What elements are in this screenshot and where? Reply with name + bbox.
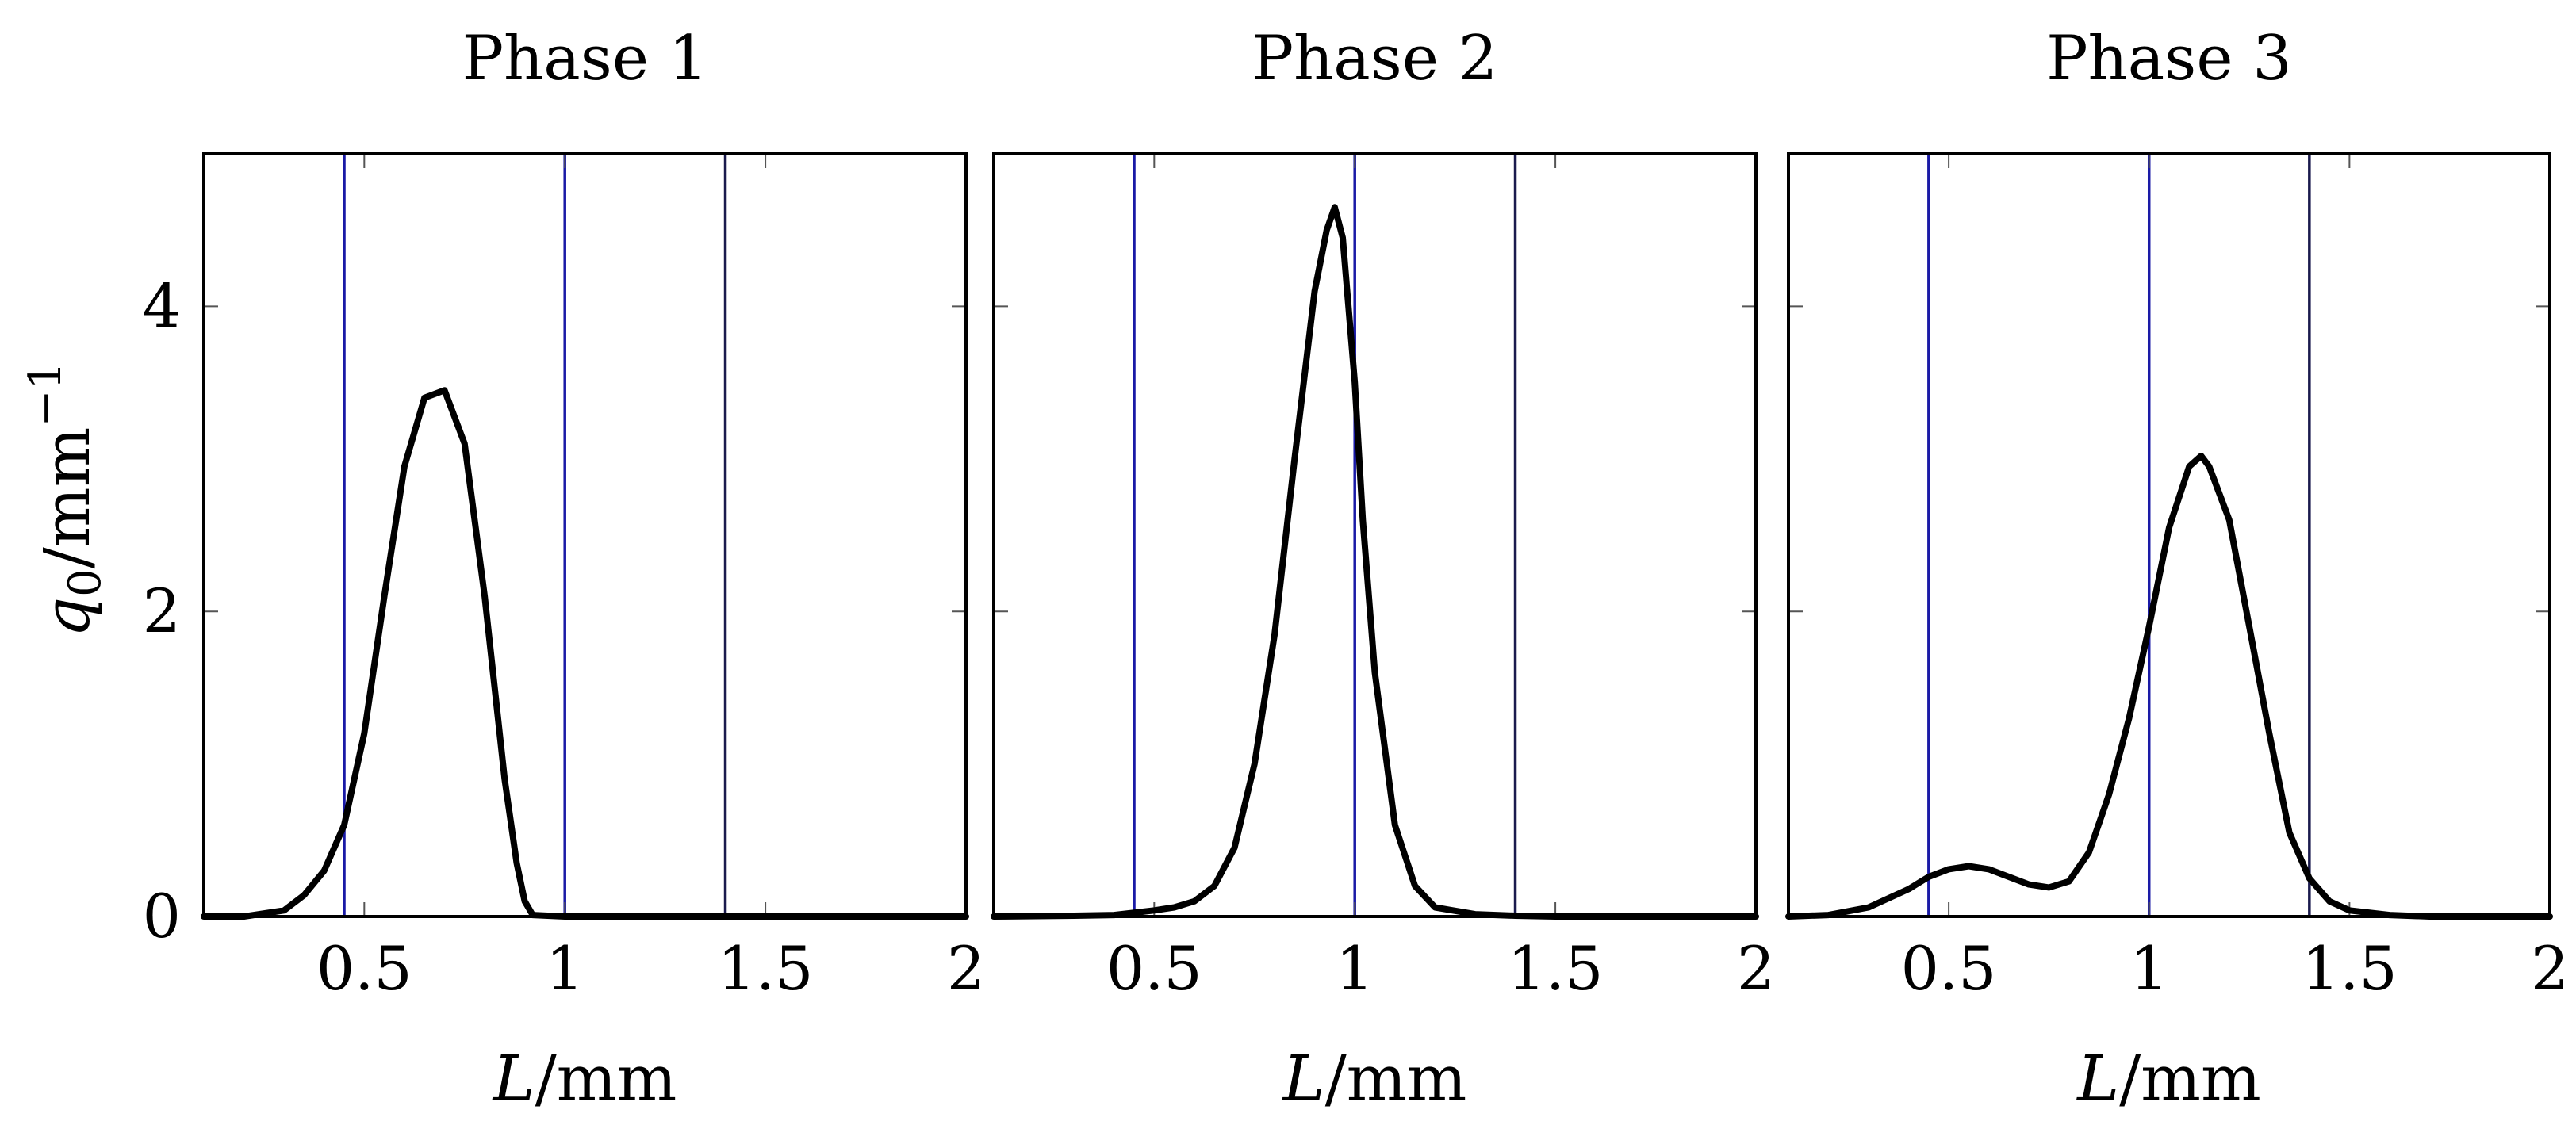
panel-title: Phase 3 [2046,23,2292,94]
x-axis-symbol: L [492,1042,535,1115]
panel-1: Phase 1 0.5 1 1.5 2 0 2 4 L/mm [143,23,986,1115]
panel-2: Phase 2 0.5 1 1.5 2 L/mm [991,23,1775,1115]
y-tick-label: 4 [143,270,181,341]
x-axis-label: L/mm [492,1042,677,1115]
plot-frame [992,152,1758,918]
x-tick-label: 1 [1336,933,1374,1004]
data-curve [1785,453,2553,920]
data-curve [991,204,1759,920]
x-axis-symbol: L [2076,1042,2119,1115]
x-tick-label: 2 [2531,933,2569,1004]
x-axis-unit: /mm [535,1042,677,1115]
x-tick-label: 1 [546,933,584,1004]
panels: Phase 1 0.5 1 1.5 2 0 2 4 L/mm Phase 2 0.5 1 1.5 2 L/m… [143,23,2570,1115]
data-curve [201,387,969,920]
x-tick-label: 0.5 [1901,933,1997,1004]
y-tick-label: 2 [143,576,181,646]
x-tick-label: 2 [1737,933,1775,1004]
x-tick-label: 0.5 [316,933,412,1004]
x-axis-unit: /mm [1325,1042,1467,1115]
x-tick-label: 2 [947,933,985,1004]
plot-frame [202,152,968,918]
y-axis-subscript: 0 [59,568,111,597]
x-tick-label: 1.5 [718,933,814,1004]
x-axis-unit: /mm [2119,1042,2261,1115]
panel-3: Phase 3 0.5 1 1.5 2 L/mm [1785,23,2569,1115]
y-axis-exponent: −1 [20,362,71,427]
y-axis-label: q0/mm−1 [20,362,111,637]
y-axis-symbol: q [30,597,104,637]
y-axis-unit: /mm [30,427,104,569]
panel-title: Phase 2 [1252,23,1498,94]
y-tick-label: 0 [143,881,181,951]
x-axis-symbol: L [1282,1042,1325,1115]
panel-title: Phase 1 [462,23,708,94]
x-tick-label: 1.5 [1508,933,1604,1004]
plot-frame [1787,152,2551,918]
x-tick-label: 0.5 [1106,933,1202,1004]
x-axis-label: L/mm [2076,1042,2261,1115]
x-tick-label: 1 [2130,933,2168,1004]
x-tick-label: 1.5 [2302,933,2398,1004]
x-axis-label: L/mm [1282,1042,1467,1115]
